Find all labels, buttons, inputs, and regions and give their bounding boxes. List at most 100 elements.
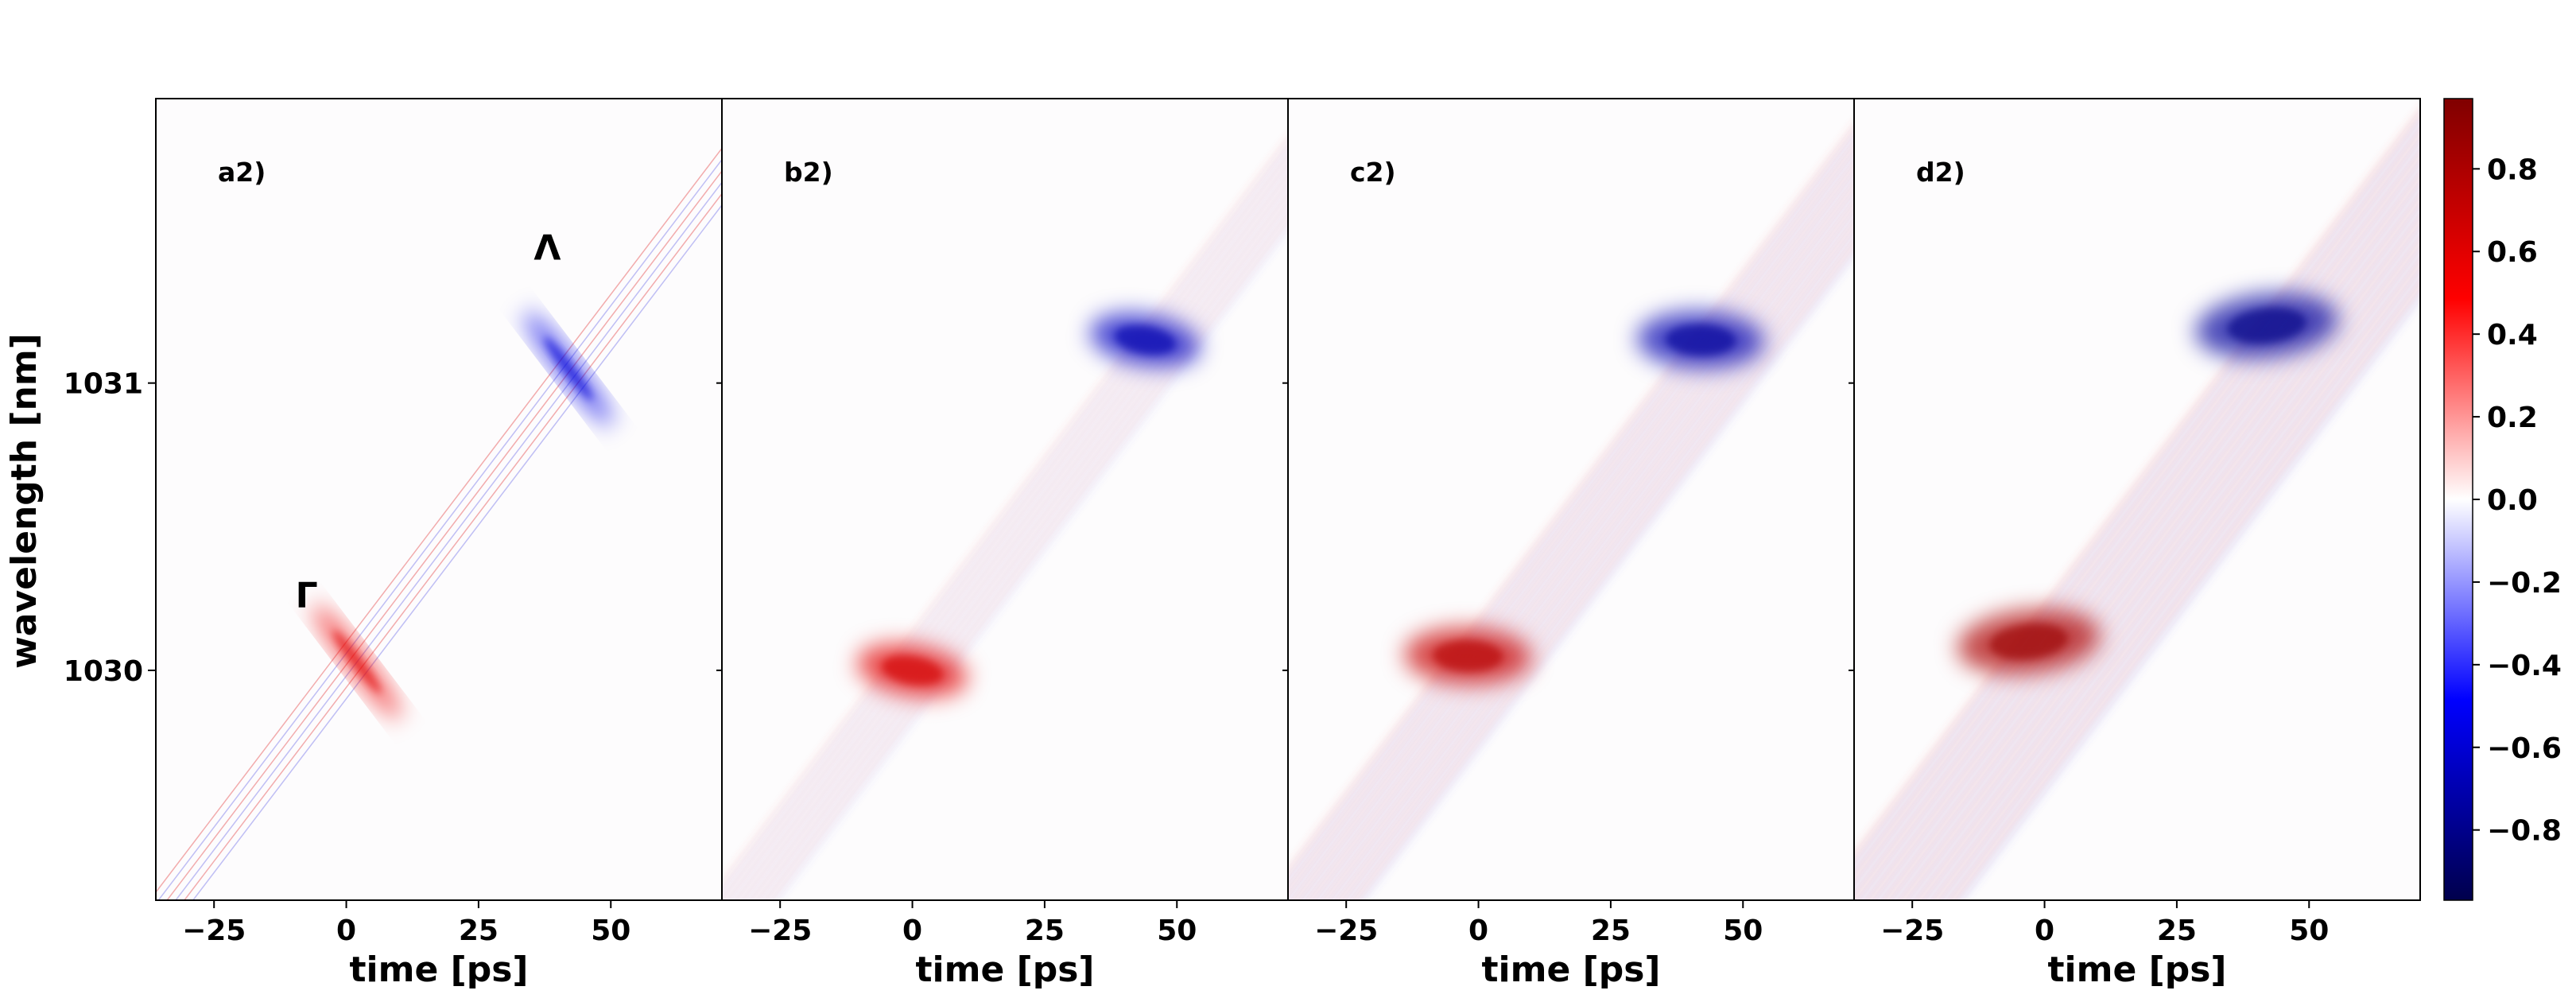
colorbar-tick-label: 0.0 [2487, 484, 2538, 517]
band-fringe [1336, 220, 1854, 900]
band-fringe [1883, 194, 2420, 900]
band-fringe [1940, 270, 2420, 900]
heatmap-content [156, 147, 722, 900]
band-fringe [729, 165, 1288, 900]
band-fringe [774, 224, 1288, 900]
lobe-core [544, 337, 593, 401]
band-fringe [751, 195, 1288, 900]
x-tick-label: 50 [1723, 915, 1763, 947]
colorbar-tick-label: −0.2 [2487, 567, 2562, 600]
x-tick-label: 25 [1591, 915, 1631, 947]
band-fringe [1352, 240, 1854, 900]
band-fringe [1854, 129, 2420, 884]
band-fringe [1288, 142, 1854, 895]
x-axis-label: time [ps] [349, 950, 528, 990]
lobe-core [1115, 324, 1176, 355]
band-fringe [157, 158, 722, 900]
annotation-label: Γ [296, 575, 318, 616]
x-tick-label: 25 [1025, 915, 1065, 947]
y-tick-label: 1030 [64, 655, 143, 688]
panel-c: c2) −25 0 25 50 time [ps] [1282, 98, 1855, 990]
x-axis-label: time [ps] [1481, 950, 1660, 990]
heatmap-content [1288, 123, 1854, 900]
panel-d: d2) −25 0 25 50 time [ps] [1849, 98, 2421, 990]
band-fringe [1288, 152, 1854, 900]
panel-label: a2) [218, 157, 266, 188]
band-fringe [1288, 123, 1854, 876]
panel-a: a2) Γ Λ −25 0 25 50 1030 1031 time [ps] [64, 98, 723, 990]
x-tick-label: 50 [1157, 915, 1197, 947]
x-tick-label: 25 [2157, 915, 2197, 947]
colorbar-tick-label: −0.6 [2487, 732, 2562, 765]
heatmap-content [722, 137, 1288, 900]
x-tick-label: 0 [902, 915, 922, 947]
x-axis-label: time [ps] [2047, 950, 2226, 990]
colorbar-gradient [2443, 98, 2473, 901]
band-fringe [156, 147, 722, 894]
x-tick-label: 0 [1468, 915, 1488, 947]
band-fringe [1854, 150, 2420, 900]
band-fringe [766, 215, 1288, 900]
band-fringe [1907, 226, 2420, 900]
band-fringe [1300, 172, 1854, 900]
y-tick-label: 1031 [64, 368, 143, 401]
band-fringe [744, 185, 1288, 900]
band-fringe [1314, 191, 1854, 900]
x-tick-label: 50 [2289, 915, 2329, 947]
band-fringe [1891, 204, 2420, 900]
x-tick-label: −25 [1314, 915, 1378, 947]
x-tick-label: 0 [336, 915, 356, 947]
annotation-label: Λ [533, 227, 561, 268]
band-fringe [1359, 250, 1854, 900]
lobe-core [882, 655, 943, 685]
band-fringe [1899, 216, 2420, 900]
x-axis-label: time [ps] [915, 950, 1094, 990]
band-fringe [1915, 237, 2420, 900]
panel-label: c2) [1350, 157, 1396, 188]
band-fringe [1957, 291, 2420, 900]
plot-background [156, 99, 722, 900]
panel-label: b2) [784, 157, 833, 188]
lobe-core [1989, 623, 2068, 660]
colorbar-tick-label: −0.4 [2487, 650, 2562, 682]
band-fringe [166, 169, 722, 900]
lobe-core [1433, 640, 1503, 672]
colorbar-tick-label: 0.6 [2487, 236, 2538, 269]
band-fringe [192, 204, 722, 900]
panel-b: b2) −25 0 25 50 time [ps] [716, 98, 1289, 990]
band-fringe [1288, 133, 1854, 885]
band-fringe [722, 146, 1288, 897]
lobe-core [332, 630, 382, 693]
band-fringe [1344, 230, 1854, 900]
band-fringe [1866, 172, 2420, 900]
x-tick-label: −25 [748, 915, 812, 947]
band-fringe [736, 176, 1288, 900]
lobe-core [1666, 324, 1736, 356]
colorbar-tick-label: 0.2 [2487, 402, 2538, 434]
band-fringe [1932, 258, 2420, 900]
band-fringe [1329, 211, 1854, 900]
panel-label: d2) [1916, 157, 1965, 188]
band-fringe [1307, 181, 1854, 900]
colorbar-tick-label: −0.8 [2487, 815, 2562, 848]
x-tick-label: 50 [591, 915, 630, 947]
colorbar-tick-label: 0.8 [2487, 153, 2538, 186]
colorbar: 0.8 0.6 0.4 0.2 0.0 −0.2 −0.4 −0.6 −0.8 [2443, 98, 2562, 901]
lobe-core [2227, 307, 2306, 344]
band-fringe [1924, 248, 2420, 900]
x-tick-label: 0 [2035, 915, 2054, 947]
band-fringe [1854, 107, 2420, 862]
y-axis-label: wavelength [nm] [4, 333, 45, 669]
heatmap-content [1854, 107, 2420, 900]
x-tick-label: −25 [1880, 915, 1944, 947]
x-tick-label: −25 [182, 915, 246, 947]
band-fringe [1854, 118, 2420, 872]
band-fringe [1292, 162, 1854, 900]
x-tick-label: 25 [459, 915, 499, 947]
heatmap-panels: a2) Γ Λ −25 0 25 50 1030 1031 time [ps] b2) −25 0 25 5… [64, 98, 2421, 990]
band-fringe [1874, 183, 2420, 900]
band-fringe [758, 204, 1288, 900]
band-fringe [175, 181, 722, 900]
colorbar-tick-label: 0.4 [2487, 319, 2538, 351]
